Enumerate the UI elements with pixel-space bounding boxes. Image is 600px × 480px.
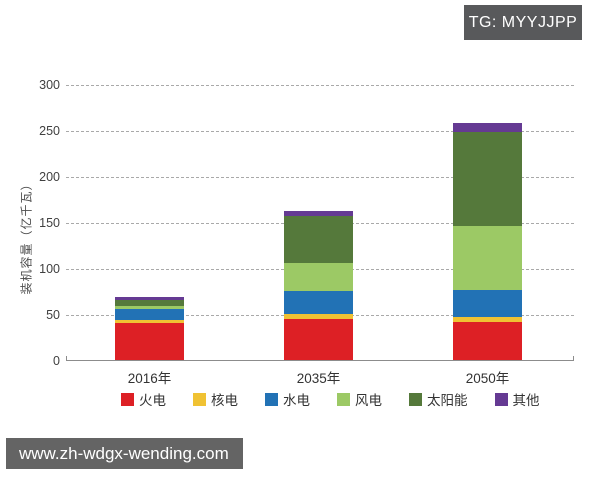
legend-item-火电: 火电 (121, 389, 166, 409)
legend-label: 风电 (355, 393, 382, 408)
legend-item-太阳能: 太阳能 (409, 389, 468, 409)
legend-label: 核电 (211, 393, 238, 408)
bar-segment-2050年-其他 (453, 122, 522, 132)
gridline-250 (66, 131, 574, 132)
legend-swatch-icon (337, 392, 350, 406)
legend-label: 太阳能 (427, 393, 468, 408)
stacked-bar-2016年 (115, 297, 184, 360)
bar-segment-2016年-太阳能 (115, 300, 184, 306)
x-axis-right-tick (573, 356, 574, 361)
bar-segment-2035年-其他 (284, 211, 353, 216)
bar-segment-2016年-核电 (115, 319, 184, 324)
bar-segment-2016年-其他 (115, 297, 184, 301)
bar-segment-2050年-风电 (453, 225, 522, 291)
x-tick-label-2050年: 2050年 (465, 371, 510, 386)
legend-label: 其他 (512, 393, 540, 408)
watermark-badge: www.zh-wdgx-wending.com (6, 438, 243, 469)
x-axis-line (66, 360, 574, 361)
bar-segment-2035年-核电 (284, 314, 353, 319)
x-axis-left-tick (66, 356, 67, 361)
legend-item-水电: 水电 (265, 389, 310, 409)
legend-item-核电: 核电 (193, 389, 238, 409)
watermark-text: www.zh-wdgx-wending.com (19, 443, 229, 463)
legend-item-风电: 风电 (337, 389, 382, 409)
bar-segment-2016年-风电 (115, 305, 184, 309)
gridline-300 (66, 85, 574, 86)
legend-item-其他: 其他 (494, 389, 540, 409)
legend-swatch-icon (193, 392, 206, 406)
bar-segment-2050年-水电 (453, 290, 522, 317)
bar-segment-2016年-火电 (115, 323, 184, 360)
legend-swatch-icon (121, 392, 134, 406)
y-axis-title: 装机容量（亿千瓦） (19, 177, 34, 295)
legend-label: 水电 (283, 393, 310, 408)
tag-badge-text: TG: MYYJJPP (468, 13, 578, 31)
bar-segment-2050年-核电 (453, 316, 522, 323)
bar-segment-2016年-水电 (115, 308, 184, 320)
legend-label: 火电 (139, 393, 166, 408)
stacked-bar-2050年 (453, 122, 522, 360)
bar-segment-2035年-太阳能 (284, 215, 353, 263)
legend-swatch-icon (265, 392, 278, 406)
bar-segment-2050年-火电 (453, 322, 522, 360)
y-tick-label-50: 50 (46, 308, 60, 322)
x-tick-label-2035年: 2035年 (296, 371, 341, 386)
plot-area: 0 50 100 150 200 250 300 2016年 2035年 2050年 (39, 79, 574, 386)
legend-swatch-icon (409, 392, 422, 406)
bar-segment-2035年-水电 (284, 291, 353, 315)
y-tick-label-100: 100 (39, 262, 60, 276)
legend-swatch-icon (494, 392, 508, 406)
gridline-200 (66, 177, 574, 178)
bar-segment-2035年-火电 (284, 318, 353, 360)
y-tick-label-300: 300 (39, 78, 60, 92)
tag-badge: TG: MYYJJPP (464, 5, 582, 40)
chart-legend: 火电 核电 水电 风电 太阳能 其他 (121, 389, 540, 409)
bar-segment-2035年-风电 (284, 262, 353, 292)
bar-segment-2050年-太阳能 (453, 131, 522, 226)
y-tick-label-250: 250 (39, 124, 60, 138)
stacked-bar-2035年 (284, 211, 353, 360)
x-tick-label-2016年: 2016年 (127, 371, 172, 386)
y-tick-label-0: 0 (53, 354, 60, 368)
y-tick-label-200: 200 (39, 170, 60, 184)
y-tick-label-150: 150 (39, 216, 60, 230)
